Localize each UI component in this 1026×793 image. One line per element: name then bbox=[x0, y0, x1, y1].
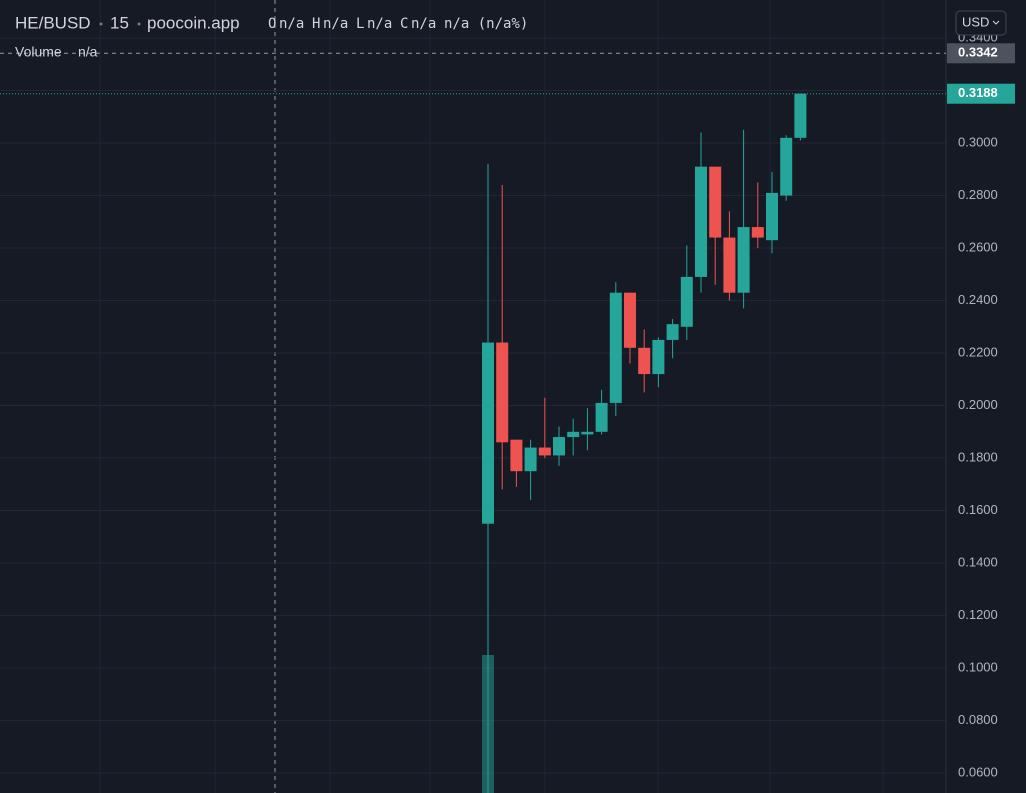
candle-body bbox=[609, 292, 622, 403]
y-tick-label: 0.2200 bbox=[958, 344, 998, 359]
candle-body bbox=[524, 447, 537, 472]
y-tick-label: 0.2600 bbox=[958, 239, 998, 254]
candle-body bbox=[794, 93, 807, 138]
volume-label: Volume bbox=[15, 44, 62, 60]
candle-body bbox=[482, 342, 494, 524]
candle-body bbox=[780, 137, 793, 196]
ohlc-label: L bbox=[356, 16, 364, 32]
candle-body bbox=[510, 439, 523, 472]
last-price-tag bbox=[947, 83, 1015, 104]
candle-body bbox=[624, 292, 636, 348]
y-tick-label: 0.1000 bbox=[958, 659, 998, 674]
ohlc-label: O bbox=[268, 16, 276, 32]
ohlc-value: n/a bbox=[323, 16, 348, 32]
candle-body bbox=[680, 276, 693, 327]
y-tick-label: 0.0600 bbox=[958, 764, 998, 779]
y-tick-label: 0.2000 bbox=[958, 397, 998, 412]
last-price-label: 0.3188 bbox=[958, 85, 998, 100]
volume-value: n/a bbox=[78, 44, 98, 60]
candle-body bbox=[723, 237, 736, 293]
candle-body bbox=[567, 431, 580, 438]
y-tick-label: 0.1600 bbox=[958, 502, 998, 517]
vertical-grid bbox=[99, 0, 884, 793]
candle-body bbox=[538, 447, 551, 456]
ohlc-label: H bbox=[312, 16, 320, 32]
separator bbox=[137, 22, 141, 26]
y-tick-label: 0.2800 bbox=[958, 187, 998, 202]
y-tick-label: 0.1800 bbox=[958, 449, 998, 464]
candle-body bbox=[709, 166, 722, 238]
separator bbox=[99, 22, 103, 26]
y-tick-label: 0.3000 bbox=[958, 134, 998, 149]
candle-body bbox=[581, 431, 594, 435]
source: poocoin.app bbox=[147, 13, 240, 32]
ohlc-value: n/a bbox=[411, 16, 436, 32]
candle-body bbox=[695, 166, 707, 277]
y-tick-label: 0.2400 bbox=[958, 292, 998, 307]
candle-body bbox=[666, 324, 679, 340]
candle-body bbox=[496, 342, 509, 443]
candle-body bbox=[638, 347, 651, 375]
currency-button[interactable] bbox=[955, 10, 1007, 36]
crosshair-tag bbox=[947, 43, 1015, 64]
y-tick-label: 0.1400 bbox=[958, 554, 998, 569]
candle-body bbox=[652, 339, 665, 375]
dropdown-arrow bbox=[992, 20, 1000, 25]
change: n/a (n/a%) bbox=[444, 16, 528, 32]
currency[interactable]: USD bbox=[962, 14, 989, 29]
ohlc-value: n/a bbox=[279, 16, 304, 32]
y-tick-label: 0.0800 bbox=[958, 712, 998, 727]
candle-body bbox=[553, 437, 565, 456]
candle-body bbox=[737, 227, 750, 293]
y-tick-label: 0.1200 bbox=[958, 607, 998, 622]
candle-body bbox=[595, 402, 608, 432]
interval: 15 bbox=[110, 13, 129, 32]
candle-body bbox=[751, 227, 764, 238]
ohlc-value: n/a bbox=[367, 16, 392, 32]
ohlc-label: C bbox=[400, 16, 408, 32]
candle-body bbox=[766, 192, 778, 241]
symbol: HE/BUSD bbox=[15, 13, 91, 32]
crosshair-label: 0.3342 bbox=[958, 45, 998, 60]
